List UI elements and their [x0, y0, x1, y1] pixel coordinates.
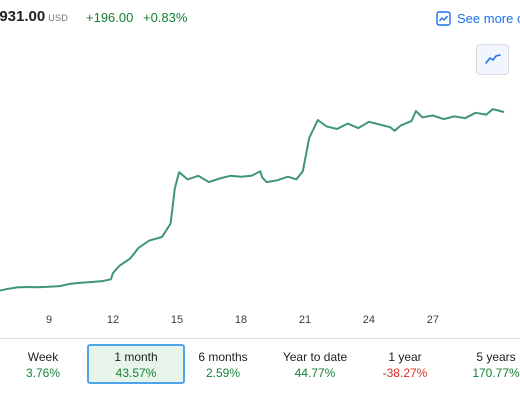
- period-1-month[interactable]: 1 month 43.57%: [87, 344, 185, 384]
- period-1-year[interactable]: 1 year -38.27%: [356, 344, 454, 384]
- x-tick-label: 15: [171, 314, 183, 326]
- trend-chart-icon: [436, 10, 451, 26]
- x-tick-label: 21: [299, 314, 311, 326]
- see-more-label: See more on: [457, 10, 520, 26]
- x-tick-label: 24: [363, 314, 375, 326]
- period-label: 1 year: [388, 350, 422, 364]
- price-change: +196.00 +0.83%: [86, 10, 187, 25]
- period-return: 44.77%: [294, 366, 336, 380]
- period-return: -38.27%: [382, 366, 428, 380]
- x-tick-label: 18: [235, 314, 247, 326]
- period-5-years[interactable]: 5 years 170.77%: [447, 344, 520, 384]
- period-6-months[interactable]: 6 months 2.59%: [174, 344, 272, 384]
- line-chart-icon: [484, 51, 501, 69]
- currency-code: USD: [48, 13, 69, 23]
- price-line: [0, 108, 505, 292]
- period-year-to-date[interactable]: Year to date 44.77%: [266, 344, 364, 384]
- see-more-link[interactable]: See more on: [436, 9, 520, 27]
- change-absolute: +196.00: [86, 10, 134, 25]
- period-selector: [0, 338, 520, 401]
- period-label: 5 years: [476, 350, 516, 364]
- period-return: 43.57%: [115, 366, 157, 380]
- x-tick-label: 12: [107, 314, 119, 326]
- period-return: 170.77%: [472, 366, 520, 380]
- x-axis-ticks: 9 12 15 18 21 24 27: [46, 314, 439, 326]
- x-tick-label: 9: [46, 314, 52, 326]
- x-tick-label: 27: [427, 314, 439, 326]
- period-label: 1 month: [114, 350, 158, 364]
- change-percent: +0.83%: [142, 10, 188, 25]
- price-value: 3931.00: [0, 8, 46, 25]
- period-label: Year to date: [282, 350, 348, 364]
- period-label: Week: [27, 350, 59, 364]
- period-label: 6 months: [198, 350, 248, 364]
- period-week[interactable]: Week 3.76%: [0, 344, 92, 384]
- line-chart-toggle-button[interactable]: [476, 44, 509, 75]
- period-return: 3.76%: [25, 366, 61, 380]
- period-return: 2.59%: [205, 366, 241, 380]
- price-chart[interactable]: 9 12 15 18 21 24 27: [0, 0, 520, 338]
